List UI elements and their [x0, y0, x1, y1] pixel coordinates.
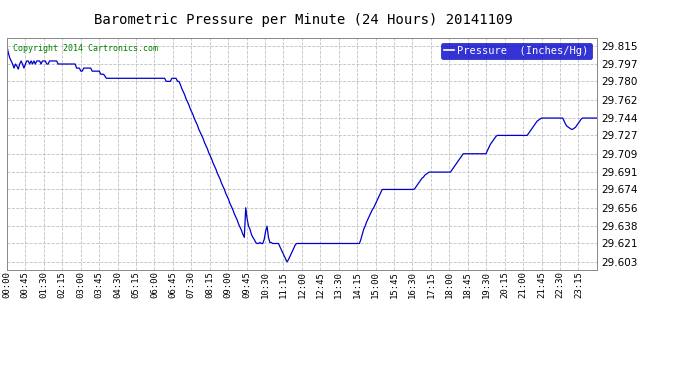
- Text: Barometric Pressure per Minute (24 Hours) 20141109: Barometric Pressure per Minute (24 Hours…: [95, 13, 513, 27]
- Text: Copyright 2014 Cartronics.com: Copyright 2014 Cartronics.com: [13, 45, 158, 54]
- Legend: Pressure  (Inches/Hg): Pressure (Inches/Hg): [441, 43, 591, 59]
